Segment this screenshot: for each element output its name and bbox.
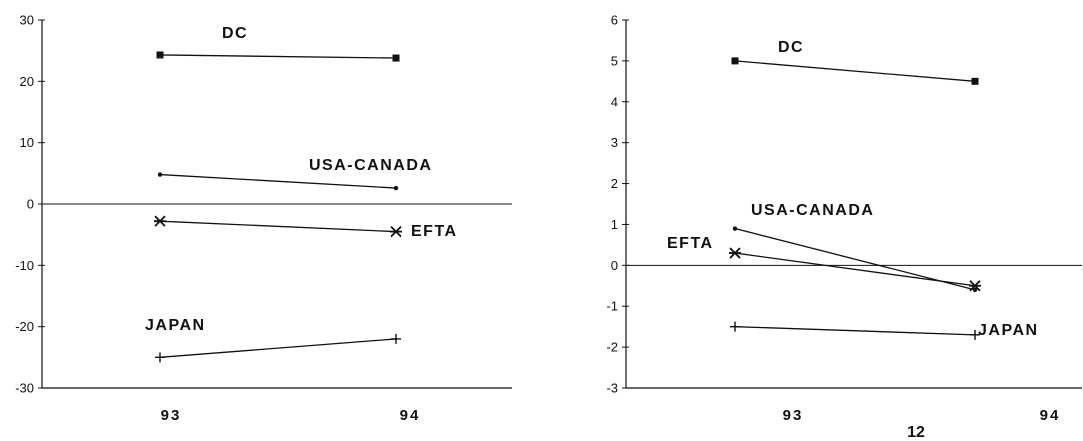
data-point-usa-canada-94 <box>393 185 399 191</box>
chart-panel-1: 30 20 10 0 -10 -20 -30 93 94 DC USA-CANADA EFTA JAPA… <box>15 13 512 424</box>
series-line-dc <box>159 54 397 59</box>
y-tick-label: 6 <box>611 13 618 28</box>
series-line-dc <box>734 60 976 82</box>
data-point-efta-93 <box>154 215 166 227</box>
series-label-efta: EFTA <box>667 235 714 252</box>
x-tick-label: 93 <box>783 407 804 424</box>
data-point-japan-93 <box>730 321 740 332</box>
y-tick-label: -20 <box>15 319 34 334</box>
series-label-efta: EFTA <box>411 223 458 240</box>
y-tick-label: 0 <box>27 197 34 212</box>
series-line-usa-canada <box>734 227 976 291</box>
y-tick-label: -10 <box>15 258 34 273</box>
data-point-usa-canada-93 <box>157 172 163 177</box>
y-tick-label: 30 <box>20 13 34 28</box>
y-tick-label: -1 <box>606 299 618 314</box>
y-tick-label: -2 <box>606 340 618 355</box>
series-line-japan <box>734 326 976 336</box>
x-tick-label: 93 <box>161 407 182 424</box>
data-point-usa-canada-94 <box>972 287 978 293</box>
series-label-japan: JAPAN <box>978 322 1039 339</box>
series-label-usa-canada: USA-CANADA <box>751 202 874 219</box>
data-point-dc-94 <box>971 77 979 85</box>
series-label-usa-canada: USA-CANADA <box>309 157 432 174</box>
data-point-dc-94 <box>392 54 400 62</box>
y-tick-label: 2 <box>611 176 618 191</box>
series-line-efta <box>734 252 976 287</box>
page-number: 12 <box>907 424 925 441</box>
data-point-japan-93 <box>155 352 165 363</box>
series-line-efta <box>159 220 397 233</box>
series-label-dc: DC <box>222 25 248 42</box>
y-tick-label: 4 <box>611 94 618 109</box>
x-tick-label: 94 <box>400 407 421 424</box>
x-tick-label: 94 <box>1040 407 1061 424</box>
y-tick-label: 20 <box>20 74 34 89</box>
series-line-japan <box>159 338 397 358</box>
y-tick-label: 10 <box>20 135 34 150</box>
y-tick-label: -3 <box>606 381 618 396</box>
data-point-efta-94 <box>969 280 981 292</box>
data-point-dc-93 <box>156 51 164 59</box>
series-label-japan: JAPAN <box>145 317 206 334</box>
data-point-efta-94 <box>390 225 402 238</box>
data-point-japan-94 <box>391 333 401 344</box>
y-tick-label: 5 <box>611 53 618 68</box>
y-tick-label: -30 <box>15 381 34 396</box>
y-tick-label: 1 <box>611 217 618 232</box>
y-tick-label: 0 <box>611 258 618 273</box>
data-point-efta-93 <box>729 247 741 259</box>
data-point-usa-canada-93 <box>732 226 738 231</box>
series-label-dc: DC <box>778 39 804 56</box>
chart-panel-2: 6 5 4 3 2 1 0 -1 -2 -3 93 94 DC USA-CANADA EFTA JAPAN <box>606 13 1082 424</box>
series-line-usa-canada <box>159 173 397 189</box>
y-tick-label: 3 <box>611 135 618 150</box>
data-point-dc-93 <box>731 57 739 65</box>
data-point-japan-94 <box>970 329 980 340</box>
